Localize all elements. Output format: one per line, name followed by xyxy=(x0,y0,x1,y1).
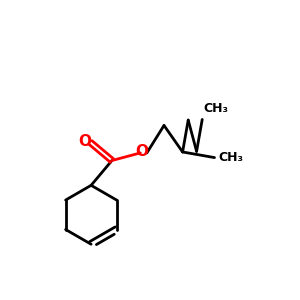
Text: CH₃: CH₃ xyxy=(204,102,229,115)
Text: O: O xyxy=(79,134,92,148)
Text: O: O xyxy=(135,144,148,159)
Text: CH₃: CH₃ xyxy=(218,151,243,164)
